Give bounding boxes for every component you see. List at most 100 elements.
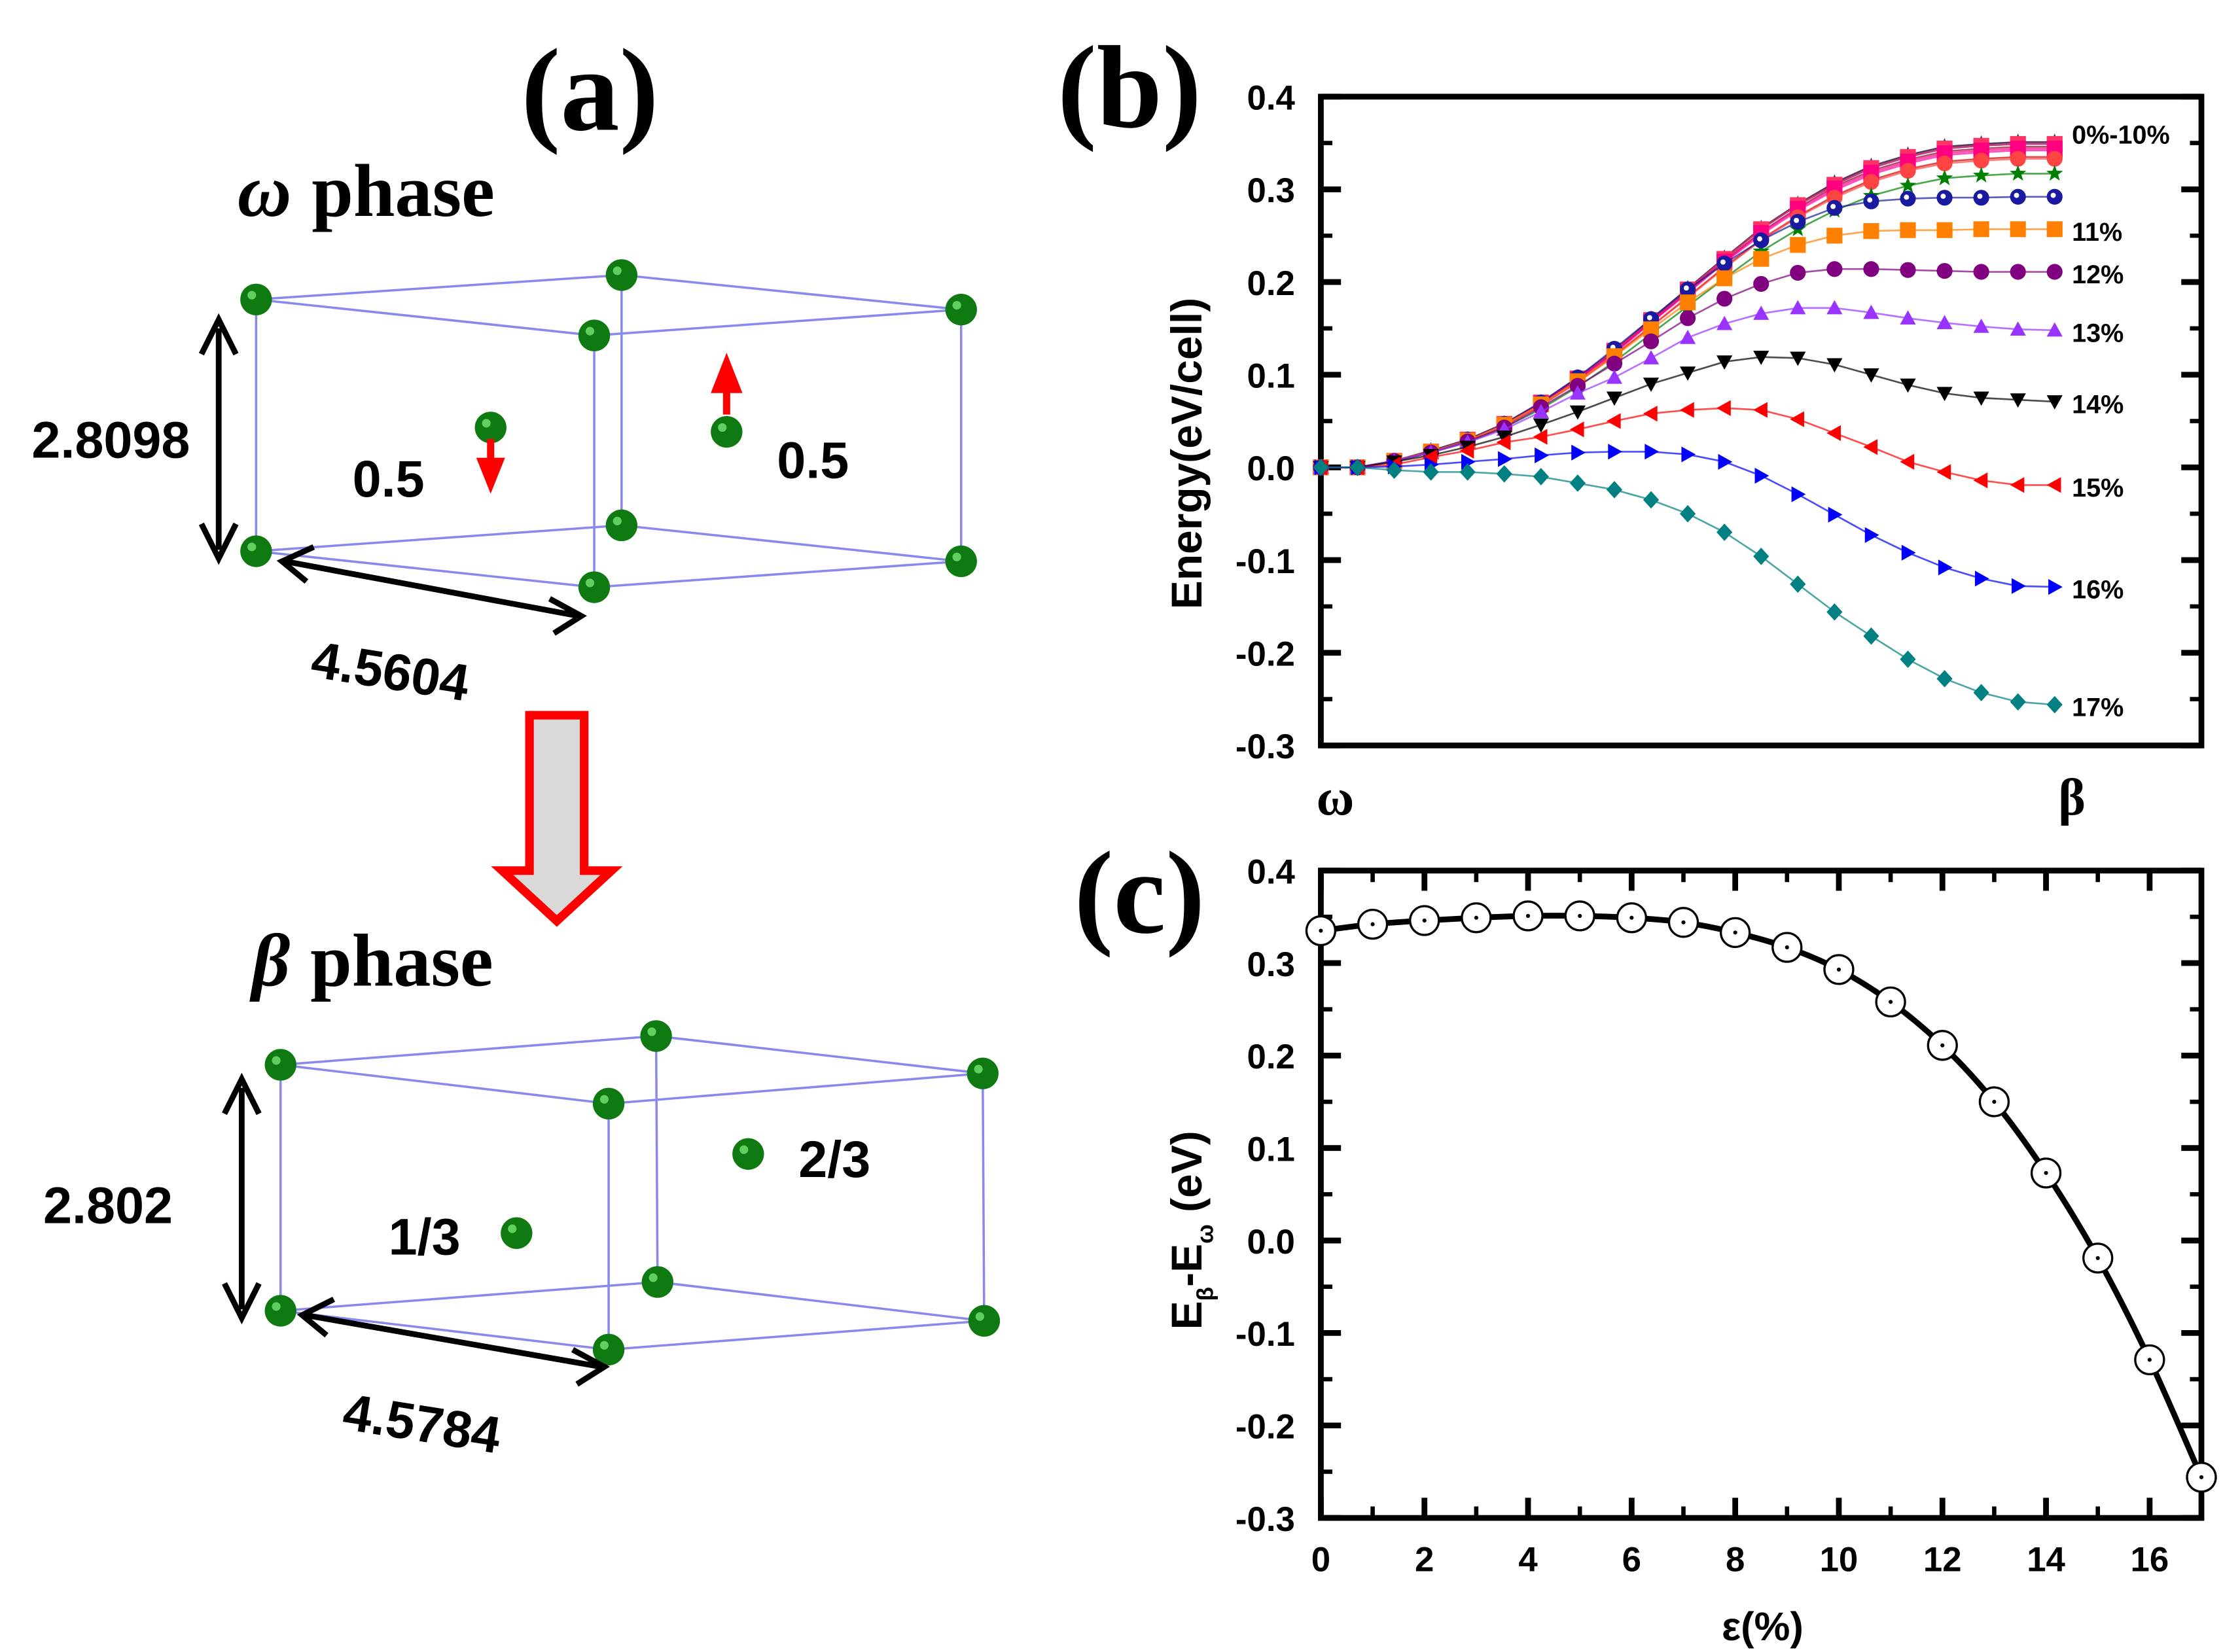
data-point-dot [1646,315,1652,321]
data-point-square [1863,223,1879,239]
data-point-circle [1973,152,1989,169]
data-point-triangle-right [1681,446,1696,463]
data-point-diamond [2046,695,2063,714]
x-tick-label: 14 [2027,1540,2065,1579]
atom-highlight [739,1145,749,1154]
data-point-triangle-left [1826,425,1841,442]
x-tick-label: 16 [2131,1540,2169,1579]
atom-highlight [247,542,257,552]
atom [945,545,977,578]
data-point-triangle-left [1753,402,1768,418]
data-point-circle [1973,264,1989,280]
data-point-triangle-up [1900,310,1916,325]
data-point-circle [1716,290,1733,307]
data-point-diamond [1753,548,1770,565]
data-point-triangle-up [1643,350,1660,364]
data-point-dot [1867,197,1873,203]
atom-highlight [272,1302,281,1311]
data-point-dot [1720,259,1726,265]
data-point-square [1753,251,1770,267]
atom-highlight [482,419,491,428]
data-point-diamond [1863,627,1879,645]
y-tick-label: -0.2 [1236,635,1295,674]
data-point-circle [1900,162,1916,179]
cell-edge [621,273,961,311]
data-point-triangle-right [1754,468,1770,484]
data-point-triangle-right [1864,527,1879,543]
data-point-center-dot [2095,1256,2100,1260]
data-point-triangle-left [1716,400,1731,416]
data-point-triangle-down [1643,378,1660,392]
data-point-triangle-up [1606,369,1623,384]
displacement-up-arrow [711,353,743,415]
panel-a-label: (a) [521,24,658,155]
x-tick-label: 6 [1622,1540,1641,1579]
atom [501,1217,533,1249]
x-tick-label: 2 [1415,1540,1434,1579]
data-point-dot [1940,194,1946,199]
data-point-triangle-right [2048,579,2063,595]
cell-edge [280,1063,609,1105]
data-point-triangle-left [2010,477,2025,493]
data-point-circle [1826,261,1843,277]
data-point-circle [1606,355,1623,372]
y-tick-label: 0.3 [1247,171,1294,210]
data-point-triangle-up [2010,321,2026,336]
data-point-dot [1830,203,1836,209]
beta-width-arrow [296,1296,611,1387]
atom [711,415,743,448]
data-point-triangle-left [1936,464,1951,480]
data-point-dot [1977,194,1983,199]
atom [605,259,638,291]
cell-edge [594,560,961,589]
data-point-triangle-up [1936,315,1953,330]
cell-edge [256,298,595,337]
x-tick-label: 4 [1518,1540,1538,1579]
atom [264,1295,296,1327]
panel-b-y-axis-label: Energy(eV/cell) [1162,298,1211,610]
data-point-star [2046,164,2063,181]
data-point-triangle-right [1718,453,1733,470]
data-point-triangle-down [1569,405,1586,420]
omega-height-arrow [198,313,239,565]
data-point-center-dot [1889,1000,1893,1004]
series-annotation: 0%-10% [2072,120,2170,149]
cell-edge [608,1072,983,1105]
data-point-triangle-right [2012,578,2026,594]
atom [967,1057,999,1089]
data-point-square [1973,221,1989,237]
atom-highlight [508,1224,517,1233]
data-point-diamond [1569,474,1586,492]
data-point-diamond [1973,684,1989,701]
y-tick-label: 0.0 [1247,1223,1294,1261]
panel-b-chart: (b) Energy(eV/cell) ω β 0%-10% 11% 12% 13% 1… [1058,22,2205,826]
data-point-triangle-left [1790,411,1804,427]
atom-highlight [247,290,257,300]
atom [592,1333,625,1366]
omega-phase-word: phase [311,149,495,232]
data-point-diamond [1313,459,1329,476]
data-point-star [1936,169,1953,186]
atom [732,1138,764,1170]
y-tick-label: 0.3 [1247,945,1294,984]
data-point-diamond [1936,670,1953,688]
data-point-circle [2046,150,2063,167]
data-point-diamond [2010,693,2026,711]
displacement-down-arrow [476,439,505,494]
data-point-square [1716,270,1733,287]
series-annotation: 11% [2072,218,2122,247]
x-tick-label: 10 [1820,1540,1858,1579]
ylabel-sub-omega: ω [1193,1224,1218,1244]
data-point-diamond [1790,575,1806,593]
data-point-dot [1757,236,1762,242]
data-point-circle [1753,275,1770,292]
panel-b-x-start-label: ω [1316,769,1354,826]
atom-highlight [974,1064,983,1074]
ylabel-unit: (eV) [1162,1131,1211,1224]
data-point-triangle-down [2046,395,2063,410]
cell-edge [621,524,961,563]
y-tick-label: 0.1 [1247,357,1294,396]
y-tick-label: 0.0 [1247,449,1294,488]
data-point-diamond [1643,491,1660,509]
cell-edge [654,1036,659,1282]
